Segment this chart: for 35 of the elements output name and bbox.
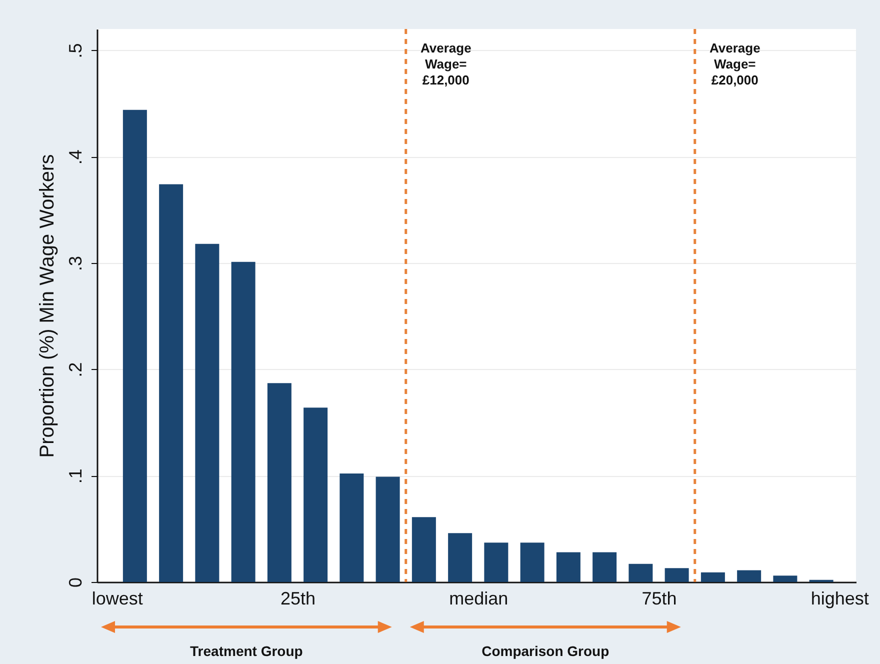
bar [231, 262, 256, 582]
bar [556, 552, 580, 582]
bar [267, 383, 292, 582]
y-tick-label: .1 [66, 468, 86, 484]
y-tick-label: .5 [66, 43, 86, 58]
bar [412, 517, 436, 582]
bar [376, 476, 400, 582]
y-tick-label: .2 [66, 362, 86, 378]
bar [700, 572, 725, 582]
y-axis-title: Proportion (%) Min Wage Workers [36, 154, 58, 458]
bar [737, 570, 762, 582]
bar [773, 576, 798, 582]
annotation: Average Wage= £20,000 [709, 40, 760, 88]
annotation: Average Wage= £12,000 [420, 40, 472, 88]
text: Treatment Group [190, 643, 303, 659]
bar [340, 474, 364, 582]
x-tick-label: highest [810, 588, 869, 608]
bar [592, 552, 617, 582]
bar [304, 408, 328, 582]
x-tick-label: median [449, 588, 508, 608]
bar [448, 533, 472, 582]
bar [122, 110, 147, 582]
bar [159, 184, 184, 582]
bar [195, 244, 220, 582]
y-tick-label: 0 [66, 577, 86, 588]
x-tick-label: lowest [92, 588, 143, 608]
bar [628, 564, 653, 582]
y-tick-label: .4 [66, 150, 86, 165]
bar [484, 542, 508, 582]
text: Comparison Group [482, 643, 610, 659]
y-tick-label: .3 [66, 256, 86, 271]
x-tick-label: 75th [642, 588, 677, 608]
x-tick-label: 25th [280, 588, 316, 608]
bar [664, 568, 689, 582]
bar [520, 542, 544, 582]
